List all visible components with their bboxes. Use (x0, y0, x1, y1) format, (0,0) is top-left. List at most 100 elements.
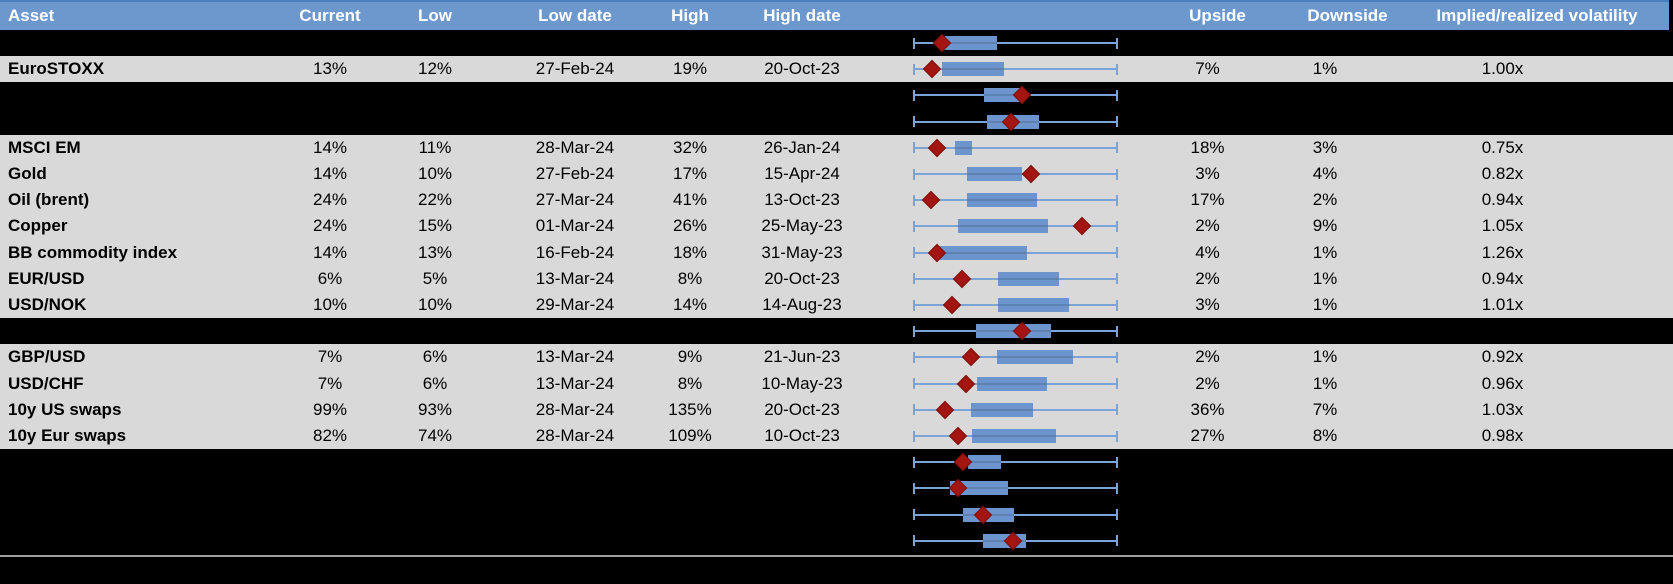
cell-low[interactable]: 74% (417, 426, 453, 445)
cell-low[interactable]: 6% (422, 347, 448, 367)
cell-high-date[interactable]: 21-Jun-23 (763, 347, 841, 367)
cell-current[interactable]: 24% (312, 216, 348, 236)
cell-downside[interactable]: 4% (1312, 164, 1338, 183)
cell-upside[interactable]: 7% (1195, 59, 1220, 79)
cell-upside[interactable]: 2% (1195, 373, 1220, 393)
cell-implied-realized-volatility[interactable]: 0.82x (1481, 164, 1524, 183)
cell-implied-realized-volatility[interactable]: 1.26x (1481, 242, 1524, 262)
cell-asset[interactable]: 10y Eur swaps (8, 426, 127, 445)
cell-upside[interactable]: 27% (1190, 426, 1225, 445)
cell-upside[interactable]: 17% (1190, 190, 1225, 210)
cell-asset[interactable]: Oil (brent) (8, 190, 90, 210)
cell-low[interactable]: 11% (418, 137, 452, 157)
cell-high-date[interactable]: 10-Oct-23 (764, 426, 840, 445)
cell-upside[interactable]: 2% (1195, 268, 1220, 288)
cell-low-date[interactable]: 13-Mar-24 (535, 373, 615, 393)
cell-implied-realized-volatility[interactable]: 0.98x (1481, 426, 1524, 445)
cell-implied-realized-volatility[interactable]: 0.96x (1481, 373, 1524, 393)
cell-implied-realized-volatility[interactable]: 0.94x (1481, 268, 1524, 288)
cell-high-date[interactable]: 15-Apr-24 (764, 164, 840, 183)
cell-low[interactable]: 5% (422, 268, 448, 288)
cell-asset[interactable]: USD/CHF (8, 373, 84, 393)
cell-implied-realized-volatility[interactable]: 0.94x (1481, 190, 1524, 210)
cell-asset[interactable]: BB commodity index (8, 242, 178, 262)
cell-high-date[interactable]: 14-Aug-23 (762, 295, 842, 314)
cell-high[interactable]: 18% (672, 242, 708, 262)
cell-upside[interactable]: 2% (1195, 216, 1220, 236)
cell-low-date[interactable]: 28-Mar-24 (535, 399, 615, 419)
cell-high[interactable]: 8% (677, 373, 703, 393)
cell-implied-realized-volatility[interactable]: 1.03x (1481, 399, 1524, 419)
cell-low-date[interactable]: 28-Mar-24 (535, 137, 615, 157)
cell-current[interactable]: 14% (312, 242, 348, 262)
cell-high[interactable]: 17% (672, 164, 708, 183)
cell-low-date[interactable]: 13-Mar-24 (535, 347, 615, 367)
cell-asset[interactable]: MSCI EM (8, 137, 81, 157)
cell-upside[interactable]: 4% (1195, 242, 1220, 262)
column-header-low[interactable]: Low (418, 6, 452, 25)
cell-implied-realized-volatility[interactable]: 0.75x (1481, 137, 1524, 157)
cell-implied-realized-volatility[interactable]: 1.01x (1481, 295, 1524, 314)
cell-implied-realized-volatility[interactable]: 1.00x (1481, 59, 1524, 79)
cell-downside[interactable]: 7% (1312, 399, 1338, 419)
cell-low[interactable]: 10% (417, 295, 453, 314)
cell-downside[interactable]: 3% (1312, 137, 1338, 157)
cell-low[interactable]: 15% (417, 216, 453, 236)
cell-upside[interactable]: 3% (1195, 164, 1220, 183)
cell-asset[interactable]: EUR/USD (8, 268, 85, 288)
cell-upside[interactable]: 3% (1195, 295, 1220, 314)
cell-high-date[interactable]: 13-Oct-23 (764, 190, 840, 210)
cell-low[interactable]: 6% (422, 373, 448, 393)
cell-upside[interactable]: 2% (1195, 347, 1220, 367)
cell-current[interactable]: 99% (312, 399, 348, 419)
cell-high[interactable]: 41% (672, 190, 708, 210)
cell-asset[interactable]: GBP/USD (8, 347, 86, 367)
cell-high-date[interactable]: 20-Oct-23 (764, 59, 840, 79)
cell-low[interactable]: 12% (417, 59, 453, 79)
cell-upside[interactable]: 18% (1190, 137, 1225, 157)
cell-high-date[interactable]: 20-Oct-23 (764, 268, 840, 288)
cell-asset[interactable]: USD/NOK (8, 295, 87, 314)
cell-high-date[interactable]: 26-Jan-24 (763, 137, 841, 157)
cell-low-date[interactable]: 16-Feb-24 (535, 242, 615, 262)
cell-asset[interactable]: EuroSTOXX (8, 59, 105, 79)
cell-implied-realized-volatility[interactable]: 0.92x (1481, 347, 1524, 367)
cell-low[interactable]: 13% (417, 242, 453, 262)
cell-current[interactable]: 10% (312, 295, 348, 314)
column-header-downside[interactable]: Downside (1307, 6, 1388, 25)
column-header-high-date[interactable]: High date (763, 6, 841, 25)
cell-low-date[interactable]: 27-Feb-24 (535, 59, 615, 79)
cell-downside[interactable]: 1% (1312, 347, 1338, 367)
cell-current[interactable]: 13% (312, 59, 348, 79)
column-header-asset[interactable]: Asset (8, 6, 55, 25)
cell-downside[interactable]: 1% (1312, 373, 1338, 393)
cell-high[interactable]: 8% (677, 268, 703, 288)
cell-downside[interactable]: 1% (1312, 59, 1338, 79)
column-header-low-date[interactable]: Low date (538, 6, 612, 25)
cell-high[interactable]: 32% (672, 137, 708, 157)
cell-low[interactable]: 10% (417, 164, 453, 183)
cell-current[interactable]: 6% (317, 268, 343, 288)
cell-high-date[interactable]: 25-May-23 (761, 216, 843, 236)
cell-low[interactable]: 93% (417, 399, 453, 419)
cell-asset[interactable]: Gold (8, 164, 47, 183)
cell-downside[interactable]: 1% (1312, 268, 1338, 288)
cell-implied-realized-volatility[interactable]: 1.05x (1481, 216, 1524, 236)
cell-low[interactable]: 22% (417, 190, 453, 210)
cell-downside[interactable]: 9% (1312, 216, 1338, 236)
cell-low-date[interactable]: 13-Mar-24 (535, 268, 615, 288)
cell-downside[interactable]: 2% (1312, 190, 1338, 210)
cell-high[interactable]: 9% (677, 347, 703, 367)
cell-high[interactable]: 135% (668, 399, 712, 419)
cell-downside[interactable]: 8% (1312, 426, 1338, 445)
cell-downside[interactable]: 1% (1312, 242, 1338, 262)
column-header-high[interactable]: High (671, 6, 709, 25)
cell-asset[interactable]: 10y US swaps (8, 399, 122, 419)
cell-current[interactable]: 82% (312, 426, 348, 445)
column-header-implied-realized-volatility[interactable]: Implied/realized volatility (1436, 6, 1638, 25)
cell-downside[interactable]: 1% (1312, 295, 1338, 314)
cell-current[interactable]: 24% (312, 190, 348, 210)
cell-high-date[interactable]: 10-May-23 (761, 373, 843, 393)
cell-asset[interactable]: Copper (8, 216, 68, 236)
cell-low-date[interactable]: 28-Mar-24 (535, 426, 615, 445)
